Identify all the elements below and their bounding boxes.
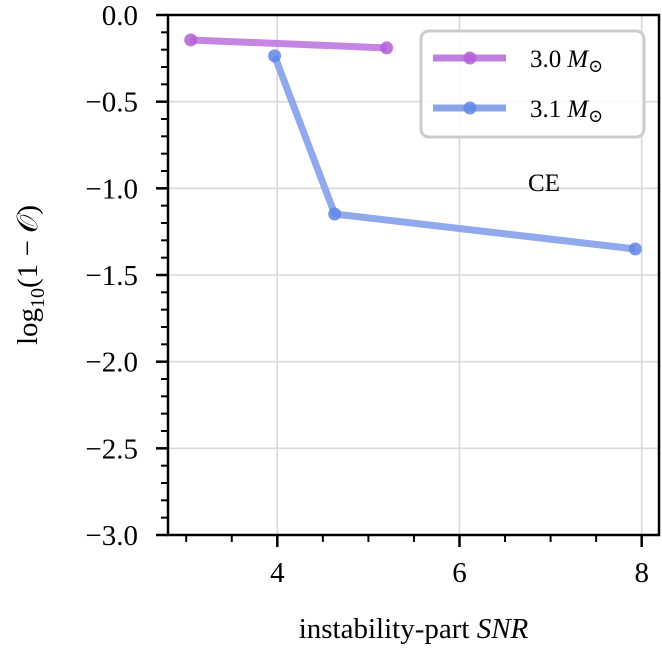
legend-label-0: 3.0 M⊙ bbox=[530, 46, 603, 76]
x-tick-label: 6 bbox=[452, 557, 467, 589]
y-tick-label: −3.0 bbox=[85, 520, 138, 552]
x-axis-label-italic: SNR bbox=[477, 613, 529, 645]
series-line-0 bbox=[190, 36, 387, 52]
y-axis-ticks: 0.0 −0.5 −1.0 −1.5 −2.0 −2.5 −3.0 bbox=[85, 0, 168, 552]
y-tick-label: −0.5 bbox=[85, 87, 138, 119]
x-axis-label: instability-part SNR bbox=[299, 613, 529, 645]
y-axis-label-rest: (1 − 𝒪) bbox=[12, 205, 44, 288]
legend-label-1: 3.1 M⊙ bbox=[530, 96, 603, 126]
data-point bbox=[184, 33, 198, 47]
y-axis-label-base: log bbox=[12, 308, 44, 345]
x-tick-label: 4 bbox=[270, 557, 285, 589]
legend-marker-1 bbox=[463, 101, 477, 115]
legend-label-sub: ⊙ bbox=[588, 106, 603, 126]
y-tick-label: −2.0 bbox=[85, 347, 138, 379]
data-point bbox=[628, 242, 642, 256]
y-tick-label: −1.0 bbox=[85, 173, 138, 205]
series-layer bbox=[184, 33, 642, 256]
y-axis-label-sub: 10 bbox=[27, 288, 49, 308]
legend-marker-0 bbox=[463, 51, 477, 65]
legend-label-number: 3.0 bbox=[530, 46, 561, 73]
legend-label-number: 3.1 bbox=[530, 96, 561, 123]
y-axis-label: log10(1 − 𝒪) bbox=[12, 205, 49, 345]
x-axis-label-plain: instability-part bbox=[299, 613, 477, 645]
x-axis-ticks: 4 6 8 bbox=[185, 535, 649, 589]
y-tick-label: −1.5 bbox=[85, 260, 138, 292]
x-tick-label: 8 bbox=[634, 557, 649, 589]
data-point bbox=[380, 41, 394, 55]
data-point bbox=[328, 207, 342, 221]
legend-label-sub: ⊙ bbox=[588, 56, 603, 76]
y-tick-label: 0.0 bbox=[102, 0, 138, 32]
legend-label-symbol: M bbox=[566, 96, 589, 123]
legend-label-symbol: M bbox=[566, 46, 589, 73]
y-tick-label: −2.5 bbox=[85, 433, 138, 465]
annotation-ce: CE bbox=[528, 170, 560, 197]
legend: 3.0 M⊙3.1 M⊙ bbox=[419, 29, 646, 139]
data-point bbox=[268, 49, 282, 63]
